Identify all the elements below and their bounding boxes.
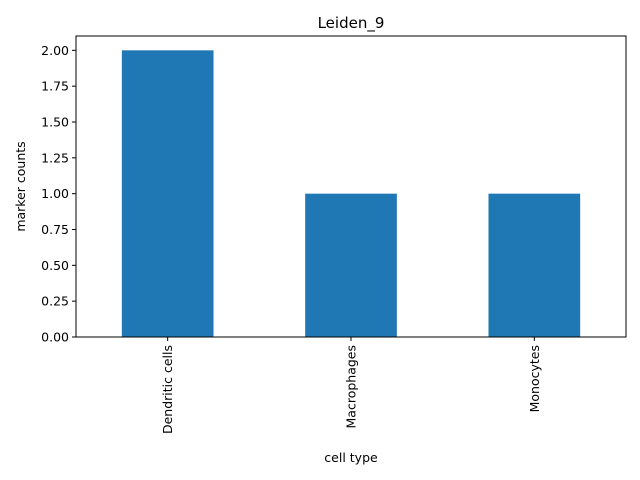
bar	[305, 193, 397, 337]
plot-frame	[75, 35, 627, 338]
y-axis-ticks: 0.00 0.25 0.50 0.75 1.00 1.25 1.50 1.75 2.00	[41, 43, 76, 345]
x-axis-label: cell type	[324, 450, 378, 465]
chart-title: Leiden_9	[318, 14, 385, 33]
bar	[121, 50, 214, 337]
x-tick-label: Dendritic cells	[160, 345, 175, 434]
y-tick-label: 1.25	[41, 150, 69, 165]
y-axis-label: marker counts	[13, 141, 28, 231]
x-tick-label: Monocytes	[527, 345, 542, 412]
bars-layer	[121, 50, 581, 337]
y-tick-label: 0.75	[41, 222, 69, 237]
y-tick-label: 1.75	[41, 79, 69, 94]
y-tick-label: 2.00	[41, 43, 69, 58]
bar	[488, 193, 581, 337]
x-axis-ticks: Dendritic cells Macrophages Monocytes	[160, 337, 542, 434]
x-tick-label: Macrophages	[344, 345, 359, 428]
y-tick-label: 1.00	[41, 186, 69, 201]
y-tick-label: 1.50	[41, 115, 69, 130]
y-tick-label: 0.25	[41, 294, 69, 309]
y-tick-label: 0.50	[41, 258, 69, 273]
y-tick-label: 0.00	[41, 330, 69, 345]
